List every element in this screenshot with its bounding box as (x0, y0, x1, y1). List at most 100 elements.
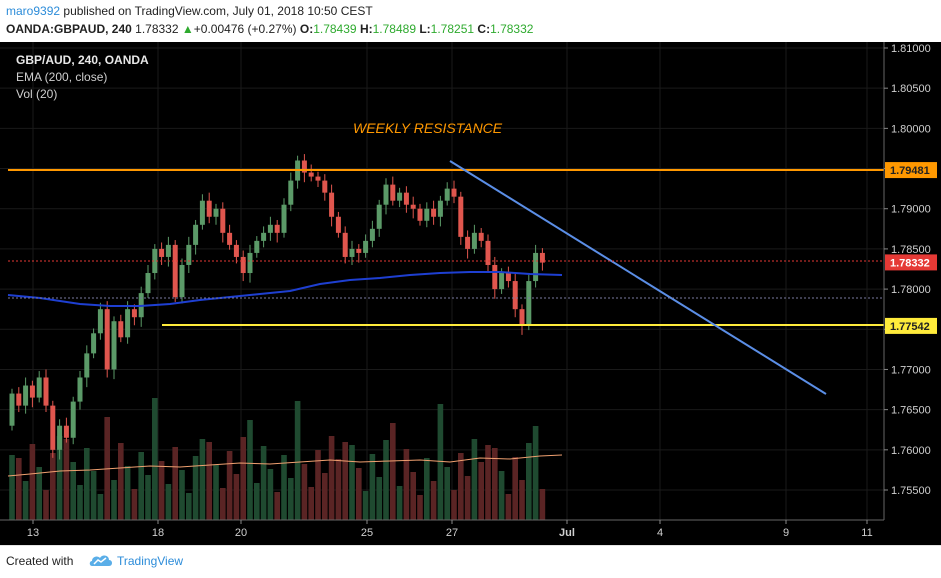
volume-bar (90, 471, 97, 520)
time-tick-label: Jul (559, 527, 575, 539)
price-chart[interactable]: WEEKLY RESISTANCE 1.81000 1.80500 1.80000 1… (0, 42, 941, 545)
candle-body (431, 208, 437, 217)
tradingview-link[interactable]: TradingView (117, 554, 184, 568)
legend-ema[interactable]: EMA (200, close) (16, 70, 108, 84)
volume-bar (240, 437, 246, 520)
candle-body (424, 208, 430, 221)
low-value: 1.78251 (430, 22, 475, 36)
tradingview-cloud-icon[interactable] (88, 552, 114, 575)
volume-bar (328, 436, 335, 520)
descending-trendline[interactable] (449, 160, 827, 395)
volume-bar (165, 484, 172, 520)
candle-body (526, 281, 532, 326)
candle-body (533, 252, 539, 282)
volume-bar (43, 490, 49, 520)
price-tick-label: 1.80000 (891, 123, 931, 135)
volume-bar (56, 436, 63, 520)
volume-bar (526, 443, 532, 520)
volume-bar (206, 442, 212, 520)
price-axis[interactable] (884, 42, 941, 545)
ema-line (7, 271, 563, 307)
price-badge-label: 1.77542 (890, 321, 930, 333)
volume-bar (424, 458, 430, 520)
volume-bar (172, 447, 178, 520)
volume-ma-line (7, 454, 563, 477)
price-tick-label: 1.77000 (891, 364, 931, 376)
volume-bar (213, 465, 219, 520)
candle-body (145, 273, 151, 294)
volume-bar (342, 442, 348, 520)
candle-body (322, 180, 328, 193)
volume-bar (192, 456, 199, 520)
time-tick-label: 27 (446, 527, 458, 539)
candle-body (125, 309, 131, 338)
candle-body (376, 204, 382, 229)
price-badge: 1.78332 (885, 254, 937, 271)
symbol-quote: OANDA:GBPAUD, 240 1.78332 ▲+0.00476 (+0.… (6, 22, 533, 36)
volume-bar (492, 448, 498, 520)
volume-bar (260, 446, 267, 520)
price-tick-label: 1.81000 (891, 43, 931, 55)
price-tick-label: 1.76000 (891, 445, 931, 457)
legend-vol[interactable]: Vol (20) (16, 87, 58, 101)
volume-bar (383, 440, 389, 520)
candle-body (36, 377, 42, 398)
volume-bar (111, 480, 117, 520)
volume-bar (22, 481, 29, 520)
candle-body (274, 224, 280, 233)
volume-bar (539, 489, 546, 520)
volume-bar (220, 488, 226, 520)
candle-body (281, 204, 287, 233)
chart-area[interactable]: WEEKLY RESISTANCE 1.81000 1.80500 1.80000 1… (0, 42, 941, 545)
author-link[interactable]: maro9392 (6, 4, 61, 18)
time-tick-label: 20 (235, 527, 247, 539)
candle-body (335, 216, 341, 233)
volume-bar (308, 487, 314, 520)
candle-body (172, 244, 178, 298)
volume-bar (322, 473, 328, 520)
volume-bar (301, 464, 308, 520)
published-text: published on TradingView.com, July 01, 2… (63, 4, 373, 18)
volume-bar (485, 445, 491, 520)
volume-bar (403, 449, 410, 520)
candle-body (254, 240, 260, 253)
volume-bar (77, 485, 83, 520)
time-tick-label: 13 (27, 527, 39, 539)
low-label: L: (419, 22, 431, 36)
volume-bar (152, 398, 158, 520)
volume-bar (131, 489, 138, 520)
volume-bar (288, 478, 294, 520)
candle-body (451, 188, 457, 197)
candle-body (159, 248, 165, 257)
price-tick-label: 1.75500 (891, 485, 931, 497)
candle-body (301, 160, 307, 173)
legend-title[interactable]: GBP/AUD, 240, OANDA (16, 53, 149, 67)
time-axis-ticks[interactable]: 13 18 20 25 27 Jul 4 9 11 (27, 520, 873, 539)
candle-body (315, 176, 321, 181)
candle-body (152, 248, 158, 274)
volume-bar (199, 439, 206, 520)
candle-body (213, 208, 219, 217)
candle-body (499, 273, 505, 290)
candle-body (63, 425, 69, 438)
candle-body (478, 232, 484, 241)
price-tick-label: 1.78000 (891, 284, 931, 296)
volume-bar (390, 423, 396, 520)
volume-bar (97, 494, 104, 520)
candle-body (437, 200, 443, 217)
volume-bar (118, 443, 124, 520)
price-axis-badges: 1.79481 1.78332 1.77542 (885, 162, 937, 334)
time-tick-label: 11 (861, 527, 872, 539)
candle-body (247, 252, 253, 274)
chart-legend: GBP/AUD, 240, OANDA EMA (200, close) Vol… (16, 52, 149, 103)
candle-body (23, 385, 29, 406)
volume-bar (369, 454, 376, 520)
candle-body (131, 309, 137, 318)
candle-body (50, 405, 56, 450)
volume-bar (84, 448, 90, 520)
candle-body (390, 184, 396, 201)
volume-bar (29, 444, 36, 520)
volume-bar (376, 477, 382, 520)
candle-body (485, 240, 491, 265)
candle-body (199, 200, 205, 225)
